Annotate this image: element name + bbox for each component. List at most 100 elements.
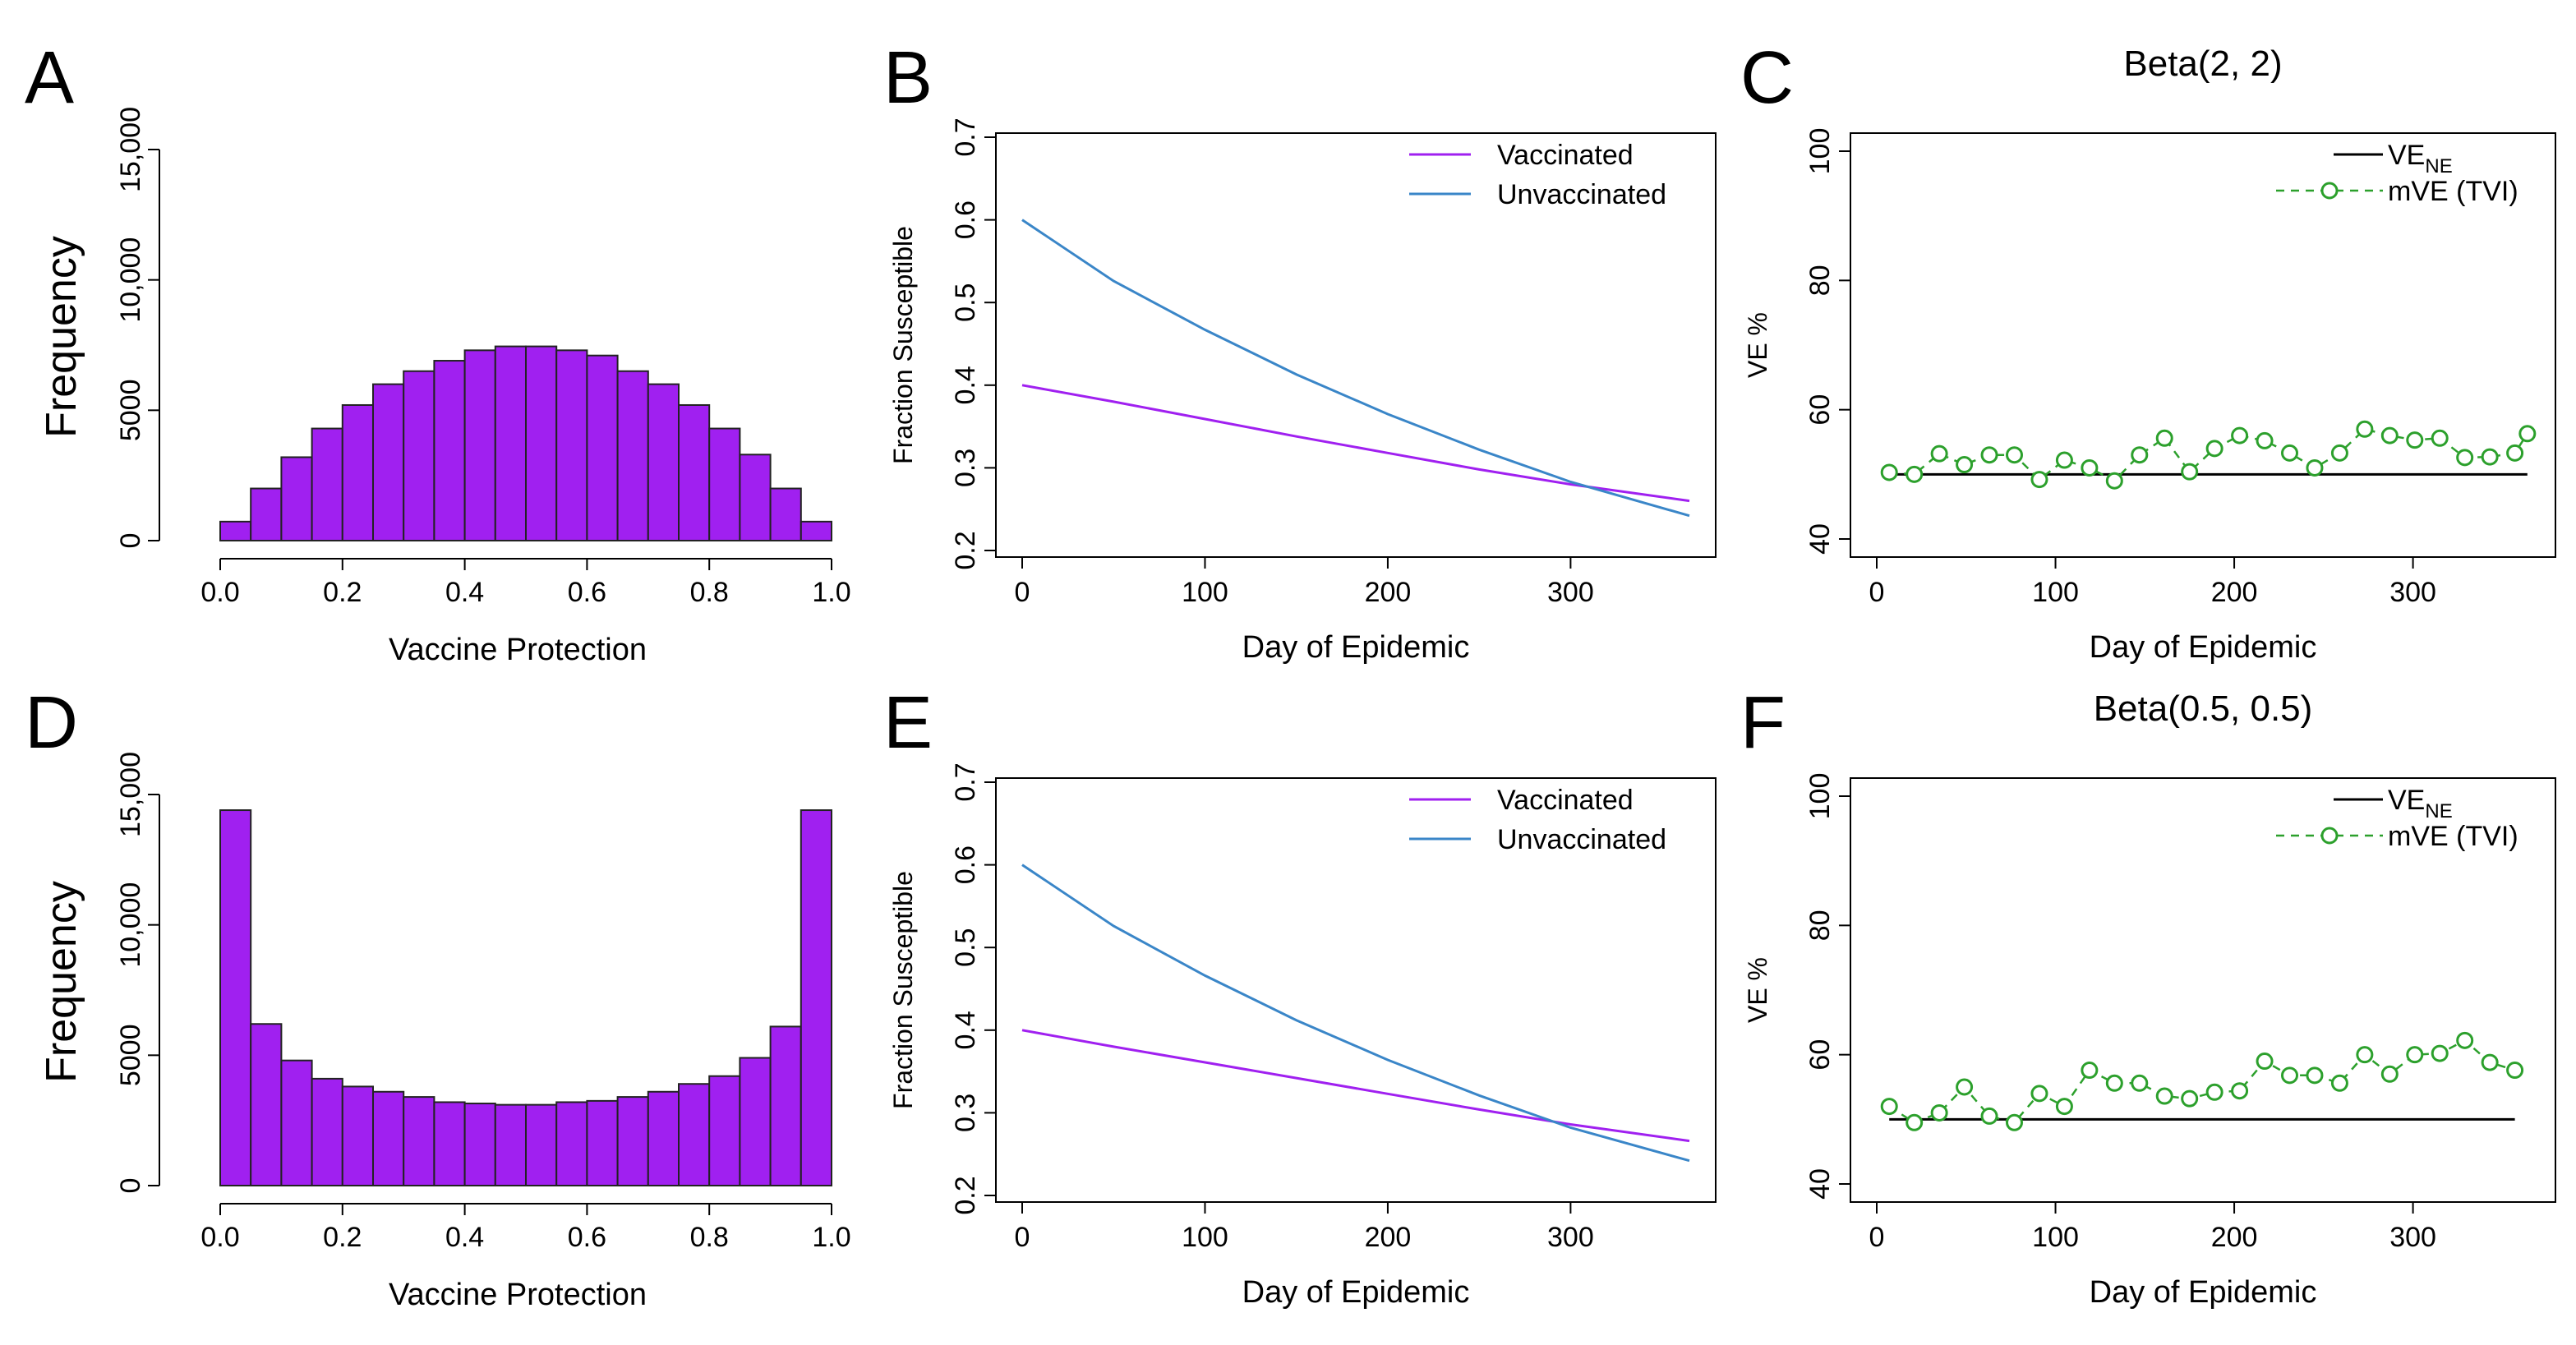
mve-point [2231,1082,2249,1100]
x-tick-label: 0.0 [200,577,239,608]
legend-marker-mve [2320,182,2339,200]
mve-point [2356,1046,2374,1064]
mve-point [1980,446,1998,464]
y-tick-label: 0.5 [950,283,981,322]
legend-label-ve-ne: VENE [2388,140,2453,177]
histogram-bar [219,809,252,1186]
y-tick-label: 0 [115,1178,146,1194]
histogram-bar [280,456,313,541]
histogram-bar [219,520,252,541]
histogram-bar [403,370,435,541]
x-tick-label: 0.4 [445,577,484,608]
y-tick-label: 60 [1804,1039,1836,1071]
x-tick-label: 1.0 [812,577,850,608]
x-tick-label: 300 [1547,1222,1594,1253]
x-tick-label: 0.4 [445,1222,484,1253]
legend-subscript: NE [2425,155,2452,177]
histogram-bar [494,345,527,541]
histogram-bar [463,1103,496,1187]
mve-point [1956,1078,1974,1096]
panel-letter: E [883,682,933,764]
histogram-bar [250,487,283,541]
mve-point [2281,444,2299,462]
plot-box [995,777,1717,1203]
mve-point [2081,458,2099,477]
histogram-bar [372,1090,405,1187]
histogram-bar [616,1096,649,1187]
x-tick-label: 0.6 [568,577,606,608]
histogram-bar [678,1083,711,1186]
y-tick-label: 80 [1804,265,1836,296]
histogram-bar [341,1085,374,1186]
histogram-bar [311,427,343,542]
mve-point [2055,1098,2073,1116]
mve-point [1906,1113,1924,1131]
mve-point [2030,1085,2048,1103]
x-tick-label: 0.8 [690,1222,729,1253]
panel-letter: B [883,37,933,119]
mve-point [2306,1066,2324,1085]
mve-point [2330,1074,2348,1092]
x-axis-label: Day of Epidemic [1242,1275,1470,1310]
histogram-bar [586,1099,619,1187]
mve-point [2406,1046,2424,1064]
mve-point [1880,1098,1898,1116]
histogram-bar [647,1090,680,1187]
mve-point [2481,448,2499,466]
mve-point [2431,1044,2449,1062]
mve-point [2518,425,2537,443]
x-tick-label: 0.2 [323,1222,362,1253]
x-tick-label: 0 [1869,577,1885,608]
panel-letter: C [1740,37,1794,119]
histogram-bar [647,383,680,541]
mve-point [2006,446,2024,464]
mve-point [2181,1089,2199,1108]
histogram-bar [769,1025,802,1186]
y-axis-label: Frequency [38,881,85,1083]
histogram-bar [250,1023,283,1186]
x-axis-label: Day of Epidemic [1242,630,1470,665]
y-axis-label: VE % [1743,957,1772,1023]
plot-box [1850,132,2556,558]
panel-c: C 0 100 200 300 40 60 80 100 Day of Epidemic VE % B… [1740,37,2556,665]
mve-point [2256,431,2274,449]
x-tick-label: 300 [2389,577,2436,608]
x-tick-label: 100 [2032,1222,2079,1253]
legend-label: Unvaccinated [1497,824,1666,855]
mve-point [2481,1053,2499,1071]
y-axis-label: VE % [1743,312,1772,378]
panel-e: E 0 100 200 300 0.2 0.3 0.4 0.5 0.6 0.7 Day of Epid… [883,682,1717,1310]
panel-letter: A [25,37,74,119]
x-tick-label: 200 [2211,577,2258,608]
histogram-bar [341,403,374,541]
panel-letter: F [1740,682,1786,764]
legend-marker-mve [2320,827,2339,845]
y-tick-label: 0.2 [950,531,981,569]
histogram-bar [769,487,802,541]
y-tick-label: 0 [115,533,146,549]
histogram-bar [463,349,496,542]
x-axis-label: Vaccine Protection [389,1278,647,1312]
mve-point [2330,444,2348,462]
panel-letter: D [25,682,78,764]
x-tick-label: 0 [1869,1222,1885,1253]
histogram-bar [372,383,405,541]
plot-box [1850,777,2556,1203]
x-tick-label: 100 [1182,1222,1228,1253]
legend-label-text: VE [2388,140,2425,171]
x-tick-label: 200 [1365,577,1412,608]
x-tick-label: 0.8 [690,577,729,608]
histogram-bar [800,520,832,541]
x-tick-label: 1.0 [812,1222,850,1253]
y-tick-label: 0.7 [950,117,981,156]
y-tick-label: 100 [1804,128,1836,175]
x-axis-label: Day of Epidemic [2090,1275,2317,1310]
mve-point [2356,420,2374,438]
histogram-bar [433,360,466,542]
y-axis-label: Fraction Susceptible [888,871,918,1109]
mve-point [2081,1062,2099,1080]
mve-point [2506,1062,2524,1080]
panel-f: F 0 100 200 300 40 60 80 100 Day of Epidemic VE % B… [1740,682,2556,1310]
mve-point [2281,1066,2299,1085]
mve-point [2380,1065,2399,1083]
